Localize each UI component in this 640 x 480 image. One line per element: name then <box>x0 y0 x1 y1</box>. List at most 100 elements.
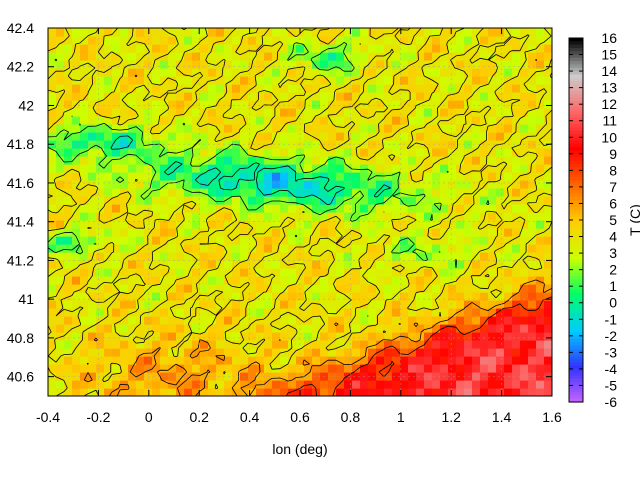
heatmap-cell <box>256 340 265 349</box>
heatmap-cell <box>80 164 89 173</box>
heatmap-cell <box>504 228 513 237</box>
heatmap-cell <box>464 356 473 365</box>
heatmap-cell <box>176 196 185 205</box>
heatmap-cell <box>232 284 241 293</box>
heatmap-cell <box>168 204 177 213</box>
heatmap-cell <box>232 276 241 285</box>
heatmap-cell <box>384 316 393 325</box>
colorbar-segment <box>569 71 583 75</box>
heatmap-cell <box>512 348 521 357</box>
heatmap-cell <box>264 308 273 317</box>
heatmap-cell <box>472 28 481 37</box>
heatmap-cell <box>440 196 449 205</box>
heatmap-cell <box>312 76 321 85</box>
heatmap-cell <box>48 100 57 109</box>
heatmap-cell <box>208 52 217 61</box>
colorbar-segment <box>569 173 583 178</box>
heatmap-cell <box>264 340 273 349</box>
heatmap-cell <box>424 156 433 165</box>
heatmap-cell <box>56 124 65 133</box>
heatmap-cell <box>368 348 377 357</box>
heatmap-cell <box>256 124 265 133</box>
heatmap-cell <box>256 228 265 237</box>
colorbar-segment <box>569 292 583 297</box>
heatmap-cell <box>400 380 409 389</box>
heatmap-cell <box>152 212 161 221</box>
heatmap-cell <box>480 388 489 396</box>
heatmap-cell <box>448 308 457 317</box>
heatmap-cell <box>376 196 385 205</box>
heatmap-cell <box>264 60 273 69</box>
heatmap-cell <box>176 132 185 141</box>
heatmap-cell <box>112 380 121 389</box>
heatmap-cell <box>424 36 433 45</box>
heatmap-cell <box>160 300 169 309</box>
heatmap-cell <box>336 76 345 85</box>
heatmap-cell <box>192 340 201 349</box>
heatmap-cell <box>112 36 121 45</box>
heatmap-cell <box>504 388 513 396</box>
heatmap-cell <box>288 84 297 93</box>
heatmap-cell <box>504 100 513 109</box>
heatmap-cell <box>248 100 257 109</box>
heatmap-cell <box>400 324 409 333</box>
heatmap-cell <box>296 228 305 237</box>
heatmap-cell <box>352 332 361 341</box>
heatmap-cell <box>48 340 57 349</box>
heatmap-cell <box>72 52 81 61</box>
heatmap-cell <box>432 236 441 245</box>
heatmap-cell <box>432 52 441 61</box>
heatmap-cell <box>64 188 73 197</box>
heatmap-cell <box>408 156 417 165</box>
heatmap-cell <box>376 364 385 373</box>
heatmap-cell <box>408 268 417 277</box>
heatmap-cell <box>432 388 441 396</box>
heatmap-cell <box>512 308 521 317</box>
heatmap-cell <box>448 372 457 381</box>
heatmap-cell <box>400 284 409 293</box>
heatmap-cell <box>360 108 369 117</box>
heatmap-cell <box>392 124 401 133</box>
heatmap-cell <box>456 196 465 205</box>
heatmap-cell <box>320 348 329 357</box>
heatmap-cell <box>384 76 393 85</box>
heatmap-cell <box>440 164 449 173</box>
heatmap-cell <box>48 268 57 277</box>
heatmap-cell <box>200 188 209 197</box>
heatmap-cell <box>424 340 433 349</box>
heatmap-cell <box>288 124 297 133</box>
heatmap-cell <box>56 276 65 285</box>
heatmap-cell <box>224 108 233 117</box>
heatmap-cell <box>224 260 233 269</box>
heatmap-cell <box>208 236 217 245</box>
heatmap-cell <box>120 236 129 245</box>
heatmap-cell <box>496 316 505 325</box>
heatmap-cell <box>192 124 201 133</box>
heatmap-cell <box>80 284 89 293</box>
heatmap-cell <box>376 100 385 109</box>
contour-lines <box>48 28 552 396</box>
heatmap-cell <box>264 236 273 245</box>
heatmap-cell <box>256 36 265 45</box>
heatmap-cell <box>336 252 345 261</box>
heatmap-cell <box>48 76 57 85</box>
heatmap-cell <box>272 156 281 165</box>
colorbar-segment <box>569 110 583 115</box>
heatmap-cell <box>240 52 249 61</box>
heatmap-cell <box>96 332 105 341</box>
heatmap-cell <box>168 332 177 341</box>
colorbar-segment <box>569 378 583 383</box>
heatmap-cell <box>328 332 337 341</box>
heatmap-cell <box>360 36 369 45</box>
heatmap-cell <box>248 172 257 181</box>
heatmap-cell <box>528 180 537 189</box>
heatmap-cell <box>408 300 417 309</box>
heatmap-cell <box>544 228 552 237</box>
heatmap-cell <box>328 100 337 109</box>
heatmap-cell <box>456 44 465 53</box>
heatmap-cell <box>504 116 513 125</box>
heatmap-cell <box>392 60 401 69</box>
heatmap-cell <box>232 196 241 205</box>
heatmap-cell <box>440 60 449 69</box>
heatmap-cell <box>504 244 513 253</box>
